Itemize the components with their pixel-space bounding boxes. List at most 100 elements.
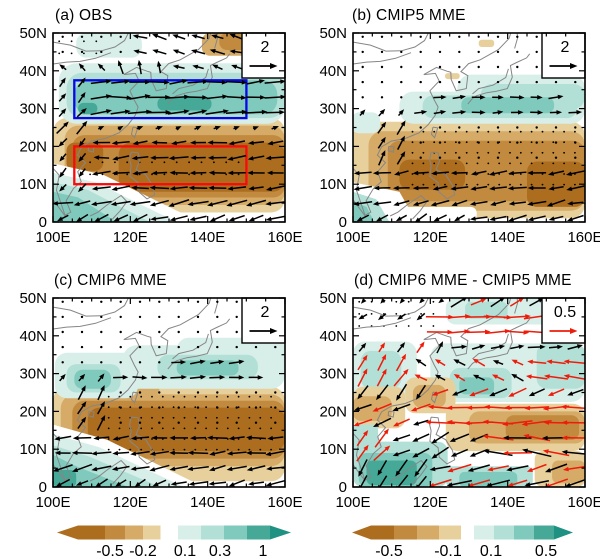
- wind-vector: [547, 388, 565, 396]
- colorbar-tick-label: -0.1: [434, 543, 462, 559]
- wind-vector: [77, 401, 87, 415]
- wind-vector: [486, 479, 511, 487]
- wind-vector: [210, 359, 225, 365]
- colorbar-right-arrow: [554, 525, 573, 540]
- wind-vector: [471, 110, 486, 115]
- wind-vector: [190, 140, 207, 145]
- coastline: [89, 194, 128, 220]
- wind-vector: [226, 95, 247, 100]
- wind-vector: [490, 200, 507, 206]
- sig-dot: [80, 50, 84, 54]
- sig-dot: [361, 96, 364, 99]
- shade-region-t3: [53, 191, 117, 222]
- wind-vector: [189, 374, 207, 380]
- wind-vector: [372, 402, 392, 412]
- sig-dot: [477, 80, 480, 84]
- colorbar-right-arrow: [270, 525, 291, 540]
- panel-c-content: [53, 298, 285, 487]
- sig-dot: [438, 65, 442, 69]
- wind-vector: [188, 95, 208, 100]
- sig-dot: [535, 65, 538, 69]
- sig-dot: [61, 35, 64, 38]
- sig-dot: [254, 345, 258, 349]
- sig-dot: [61, 361, 64, 364]
- y-tick-label: 50N: [319, 25, 347, 42]
- wind-vector: [172, 49, 185, 55]
- panel-a: 2 100E 120E 140E 160E 0 10N 20N 30N 40N 50N: [19, 25, 302, 246]
- wind-vector: [76, 213, 89, 222]
- panel-b-axis: 100E 120E 140E 160E 0 10N 20N 30N 40N 50N: [319, 25, 600, 246]
- wind-vector: [377, 353, 387, 371]
- wind-vector: [470, 185, 488, 191]
- wind-vector: [450, 298, 468, 308]
- sig-dot: [458, 35, 461, 38]
- sig-dot: [477, 35, 480, 38]
- wind-vector: [433, 214, 447, 222]
- colorbar-segment: [201, 525, 224, 540]
- wind-vector: [502, 450, 532, 456]
- sig-dot: [516, 141, 519, 144]
- wind-vector: [152, 479, 167, 487]
- y-tick-label: 40N: [319, 328, 347, 345]
- wind-vector: [380, 298, 386, 304]
- wind-vector: [91, 451, 112, 456]
- sig-dot: [419, 96, 422, 99]
- wind-vector: [507, 479, 528, 487]
- wind-vector: [172, 34, 186, 40]
- colorbar-segment: [439, 525, 461, 540]
- wind-vector: [430, 199, 450, 207]
- wind-vector: [432, 185, 448, 191]
- wind-vector: [542, 449, 570, 457]
- wind-vector: [357, 368, 368, 387]
- wind-vector: [511, 373, 524, 382]
- ref-vector-label: 0.5: [554, 304, 576, 321]
- wind-vector: [207, 140, 228, 145]
- wind-vector: [209, 450, 226, 456]
- wind-vector: [431, 388, 449, 396]
- wind-vector: [511, 359, 524, 366]
- wind-vector: [58, 137, 68, 147]
- wind-vector: [58, 108, 67, 118]
- wind-vector: [356, 444, 369, 462]
- sig-dot: [196, 300, 200, 303]
- wind-vector: [412, 200, 429, 207]
- coastline: [353, 298, 429, 317]
- wind-vector: [564, 478, 585, 487]
- coastline: [53, 52, 112, 65]
- sig-dot: [216, 406, 219, 409]
- wind-vector: [453, 214, 465, 222]
- sig-dot: [61, 300, 64, 303]
- wind-vector: [93, 155, 110, 160]
- coastline: [53, 199, 66, 217]
- coastline: [353, 464, 366, 482]
- wind-vector: [149, 185, 170, 191]
- colorbar-left-arrow: [57, 525, 78, 540]
- wind-vector: [78, 152, 87, 163]
- x-tick-label: 100E: [335, 229, 370, 246]
- wind-vector: [112, 450, 130, 456]
- panel-c-title: (c) CMIP6 MME: [54, 272, 167, 289]
- panel-c-vectors: [53, 300, 285, 487]
- sig-dot: [138, 330, 142, 334]
- wind-vector: [92, 140, 111, 145]
- wind-vector: [169, 215, 188, 222]
- sig-dot: [80, 300, 84, 303]
- wind-vector: [190, 359, 206, 365]
- wind-vector: [548, 170, 565, 176]
- shade-region-t4: [366, 460, 417, 486]
- wind-vector: [416, 384, 427, 400]
- sig-dot: [496, 156, 500, 159]
- shade-region-t3: [176, 360, 239, 376]
- sig-dot: [361, 80, 364, 84]
- wind-vector: [431, 446, 449, 459]
- y-tick-label: 50N: [19, 290, 47, 307]
- wind-vector: [374, 428, 389, 448]
- sig-dot: [554, 126, 558, 129]
- sig-dot: [100, 300, 103, 303]
- sig-dot: [119, 361, 122, 364]
- wind-vector: [111, 140, 130, 146]
- wind-vector: [506, 465, 529, 472]
- coastline: [53, 298, 129, 317]
- y-tick-label: 10N: [319, 176, 347, 193]
